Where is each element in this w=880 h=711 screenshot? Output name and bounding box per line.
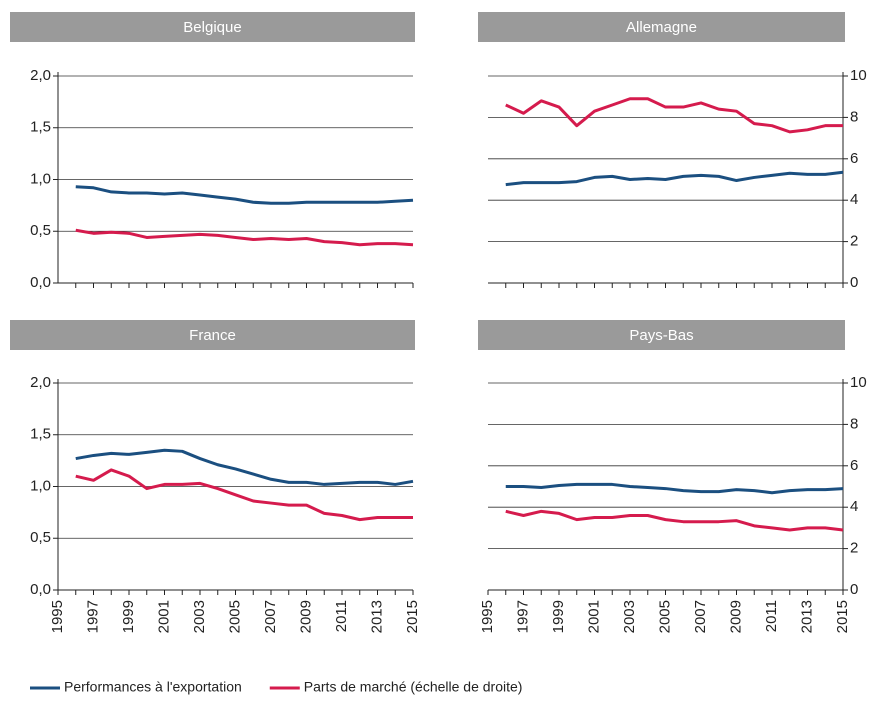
panel-header [478, 12, 845, 42]
panel-title: Belgique [183, 19, 241, 36]
x-tick-label: 2011 [763, 600, 780, 632]
y-tick-label: 4 [850, 191, 858, 208]
y-tick-label: 4 [850, 498, 858, 515]
x-tick-label: 2001 [585, 600, 602, 633]
y-tick-label: 8 [850, 108, 858, 125]
x-tick-label: 2005 [226, 600, 243, 633]
panel-header [478, 320, 845, 350]
y-tick-label: 0,5 [30, 529, 51, 546]
y-tick-label: 0,0 [30, 274, 51, 291]
series-line [75, 185, 414, 205]
panel-header [10, 12, 415, 42]
x-tick-label: 1999 [550, 600, 567, 633]
y-tick-label: 0 [850, 274, 858, 291]
x-tick-label: 2001 [155, 600, 172, 633]
x-tick-label: 2007 [692, 600, 709, 633]
y-tick-label: 1,5 [30, 119, 51, 136]
x-tick-label: 2007 [262, 600, 279, 633]
x-tick-label: 1995 [49, 600, 66, 633]
x-tick-label: 1997 [514, 600, 531, 633]
y-tick-label: 1,0 [30, 170, 51, 187]
x-tick-label: 2011 [333, 600, 350, 632]
y-tick-label: 10 [850, 67, 867, 84]
series-line [75, 228, 414, 247]
y-tick-label: 8 [850, 415, 858, 432]
series-line [505, 509, 844, 532]
panel-title: France [189, 327, 236, 344]
y-tick-label: 6 [850, 457, 858, 474]
x-tick-label: 2015 [834, 600, 851, 633]
legend-label: Parts de marché (échelle de droite) [304, 679, 523, 695]
x-tick-label: 2009 [727, 600, 744, 633]
y-tick-label: 0,0 [30, 581, 51, 598]
y-tick-label: 1,0 [30, 477, 51, 494]
x-tick-label: 2005 [656, 600, 673, 633]
y-tick-label: 0,5 [30, 222, 51, 239]
y-tick-label: 2 [850, 233, 858, 250]
y-tick-label: 0 [850, 581, 858, 598]
series-line [505, 170, 844, 187]
y-tick-label: 10 [850, 374, 867, 391]
x-tick-label: 2003 [621, 600, 638, 633]
y-tick-label: 6 [850, 150, 858, 167]
y-tick-label: 2,0 [30, 67, 51, 84]
series-line [75, 448, 414, 486]
x-tick-label: 2015 [404, 600, 421, 633]
panel-header [10, 320, 415, 350]
x-tick-label: 2009 [297, 600, 314, 633]
y-tick-label: 1,5 [30, 426, 51, 443]
x-tick-label: 1999 [120, 600, 137, 633]
y-tick-label: 2 [850, 540, 858, 557]
x-tick-label: 1995 [479, 600, 496, 633]
series-line [75, 468, 413, 522]
x-tick-label: 2003 [191, 600, 208, 633]
x-tick-label: 2013 [798, 600, 815, 633]
y-tick-label: 2,0 [30, 374, 51, 391]
series-line [505, 482, 844, 495]
x-tick-label: 2013 [368, 600, 385, 633]
legend-label: Performances à l'exportation [64, 679, 242, 695]
panel-title: Allemagne [626, 19, 697, 36]
x-tick-label: 1997 [84, 600, 101, 633]
panel-title: Pays-Bas [629, 327, 693, 344]
series-line [505, 97, 843, 134]
